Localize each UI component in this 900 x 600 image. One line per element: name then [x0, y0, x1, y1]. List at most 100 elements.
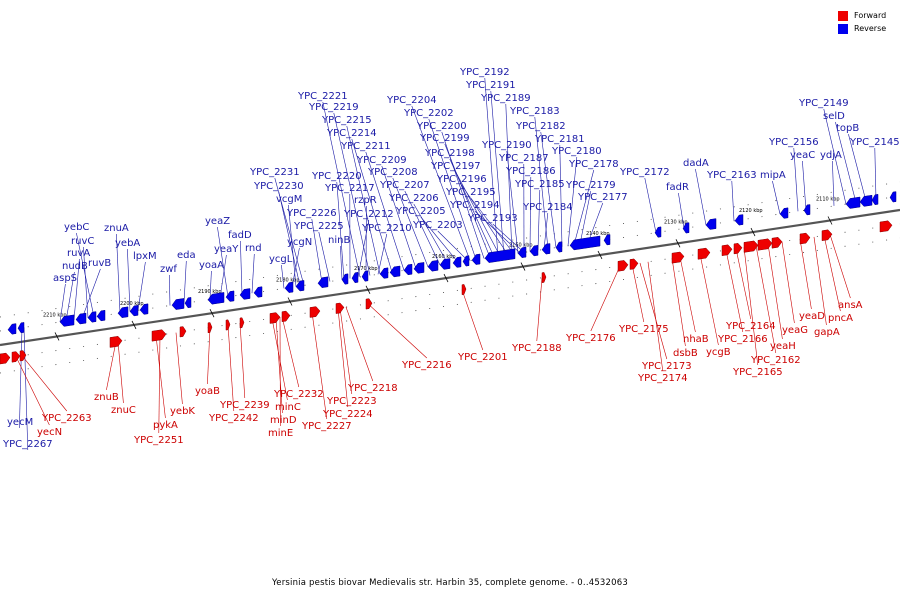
- forward-gene-arrow: [269, 312, 281, 324]
- forward-gene-arrow: [671, 251, 685, 264]
- reverse-gene-label: aspS: [53, 273, 77, 284]
- label-leader-line: [678, 192, 685, 229]
- forward-gene-label: YPC_2175: [618, 324, 669, 335]
- reverse-gene-arrow: [541, 243, 551, 255]
- reverse-gene-arrow: [779, 207, 789, 219]
- label-leader-line: [731, 180, 735, 221]
- forward-gene-label: pykA: [153, 420, 178, 431]
- forward-gene-arrow: [757, 238, 773, 251]
- reverse-gene-label: YPC_2231: [249, 167, 300, 178]
- reverse-gene-label: YPC_2205: [395, 206, 446, 217]
- reverse-gene-label: yebC: [64, 222, 89, 233]
- forward-gene-label: YPC_2165: [732, 367, 783, 378]
- label-leader-line: [823, 108, 847, 205]
- label-leader-line: [832, 160, 835, 206]
- label-leader-line: [318, 231, 331, 282]
- reverse-gene-arrow: [569, 235, 601, 251]
- kbp-tick-label: 2180 kbp: [276, 278, 300, 284]
- label-leader-line: [288, 204, 297, 287]
- label-leader-line: [573, 169, 595, 245]
- reverse-gene-label: lpxM: [133, 251, 157, 262]
- forward-gene-label: YPC_2216: [401, 360, 452, 371]
- label-leader-line: [671, 258, 686, 347]
- reverse-gene-label: YPC_2212: [343, 209, 394, 220]
- forward-swatch: [838, 10, 848, 21]
- reverse-gene-label: eda: [177, 250, 196, 261]
- reverse-gene-label: yecM: [7, 417, 33, 428]
- forward-gene-label: gapA: [814, 327, 840, 338]
- label-leader-line: [240, 240, 243, 295]
- reverse-gene-arrow: [361, 270, 369, 282]
- kbp-tick-label: 2150 kbp: [509, 243, 533, 249]
- label-leader-line: [823, 235, 841, 312]
- label-leader-line: [695, 168, 707, 226]
- reverse-gene-label: YPC_2191: [465, 80, 516, 91]
- label-leader-line: [567, 156, 578, 246]
- forward-gene-arrow: [799, 232, 811, 245]
- label-leader-line: [781, 241, 795, 324]
- forward-gene-label: YPC_2166: [717, 334, 768, 345]
- forward-gene-arrow: [19, 350, 27, 362]
- label-leader-line: [534, 116, 549, 249]
- reverse-gene-label: fadR: [666, 182, 689, 193]
- label-leader-line: [155, 335, 166, 419]
- kbp-tick-mark: [54, 332, 60, 341]
- forward-gene-label: YPC_2201: [457, 352, 508, 363]
- kbp-tick-label: 2140 kbp: [586, 231, 610, 237]
- reverse-gene-label: YPC_2197: [430, 161, 481, 172]
- reverse-gene-label: YPC_2230: [253, 181, 304, 192]
- label-leader-line: [540, 131, 557, 248]
- reverse-gene-label: YPC_2156: [768, 137, 819, 148]
- label-leader-line: [725, 250, 744, 333]
- reverse-gene-arrow: [87, 311, 97, 323]
- reverse-gene-arrow: [462, 255, 470, 267]
- reverse-gene-label: YPC_2208: [367, 167, 418, 178]
- label-leader-line: [345, 306, 374, 382]
- label-leader-line: [647, 261, 664, 372]
- label-leader-line: [587, 202, 604, 243]
- forward-gene-label: pncA: [828, 313, 853, 324]
- label-leader-line: [490, 90, 505, 256]
- label-leader-line: [631, 264, 645, 323]
- label-leader-line: [117, 341, 124, 404]
- reverse-gene-arrow: [129, 305, 139, 317]
- forward-gene-arrow: [109, 336, 123, 348]
- reverse-gene-label: YPC_2149: [798, 98, 849, 109]
- forward-gene-label: YPC_2173: [641, 361, 692, 372]
- reverse-gene-label: yebA: [115, 238, 140, 249]
- label-leader-line: [333, 112, 371, 276]
- label-leader-line: [217, 226, 229, 297]
- genome-axis: [0, 208, 900, 347]
- reverse-gene-arrow: [452, 256, 462, 268]
- kbp-tick-mark: [750, 227, 756, 237]
- forward-gene-arrow: [629, 258, 639, 270]
- label-leader-line: [59, 283, 66, 323]
- reverse-gene-arrow: [517, 246, 527, 258]
- forward-gene-arrow: [0, 352, 11, 365]
- kbp-tick-label: 2210 kbp: [43, 312, 67, 318]
- reverse-gene-label: YPC_2215: [321, 115, 372, 126]
- label-leader-line: [15, 356, 50, 426]
- forward-gene-label: nhaB: [683, 334, 709, 345]
- reverse-gene-label: YPC_2214: [326, 128, 377, 139]
- reverse-gene-label: topB: [836, 123, 859, 134]
- label-leader-line: [470, 197, 515, 255]
- label-leader-line: [23, 327, 29, 451]
- forward-gene-label: YPC_2224: [322, 409, 373, 420]
- reverse-gene-label: ycgL: [269, 254, 293, 265]
- reverse-gene-label: YPC_2210: [361, 223, 412, 234]
- label-leader-line: [275, 317, 283, 414]
- reverse-gene-label: YPC_2195: [445, 187, 496, 198]
- reverse-gene-label: ydjA: [820, 150, 842, 161]
- label-leader-line: [73, 258, 80, 320]
- reverse-gene-label: mipA: [760, 170, 786, 181]
- reverse-gene-label: YPC_2182: [515, 121, 566, 132]
- forward-gene-label: minC: [275, 402, 301, 413]
- forward-gene-arrow: [721, 244, 733, 256]
- reverse-gene-label: YPC_2180: [551, 146, 602, 157]
- label-leader-line: [278, 191, 301, 287]
- label-leader-line: [444, 143, 491, 258]
- reverse-gene-label: yeaC: [790, 150, 815, 161]
- reverse-gene-label: YPC_2207: [379, 180, 430, 191]
